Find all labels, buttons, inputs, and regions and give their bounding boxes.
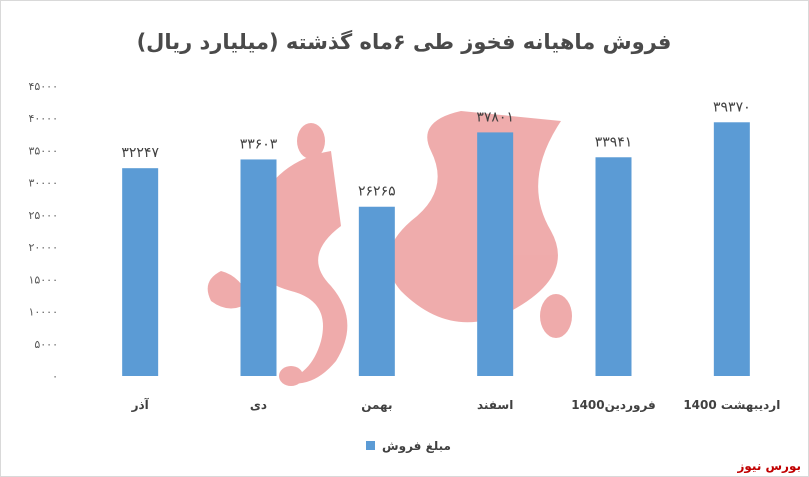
y-tick-label: ۱۰۰۰۰ — [28, 306, 58, 319]
y-tick-label: ۵۰۰۰ — [34, 338, 58, 351]
watermark-text: بورس نیوز — [736, 459, 801, 474]
y-tick-label: ۳۰۰۰۰ — [28, 177, 58, 190]
bar — [240, 159, 277, 376]
y-tick-label: ۱۵۰۰۰ — [28, 273, 58, 286]
chart-title: فروش ماهیانه فخوز طی ۶ماه گذشته (میلیارد… — [137, 29, 672, 54]
bars — [122, 122, 750, 376]
data-label: ۳۷۸۰۱ — [476, 109, 514, 125]
x-tick-label: فروردین1400 — [571, 398, 656, 413]
bar — [595, 157, 632, 376]
bar — [477, 132, 514, 376]
y-tick-label: ۴۰۰۰۰ — [28, 112, 58, 125]
x-tick-label: بهمن — [361, 398, 392, 412]
y-tick-label: ۲۵۰۰۰ — [28, 209, 58, 222]
y-tick-label: ۴۵۰۰۰ — [28, 80, 58, 93]
x-tick-label: اسفند — [477, 398, 513, 412]
x-tick-label: دی — [250, 398, 267, 412]
y-axis-ticks: ۰ ۵۰۰۰ ۱۰۰۰۰ ۱۵۰۰۰ ۲۰۰۰۰ ۲۵۰۰۰ ۳۰۰۰۰ ۳۵۰۰۰ ۴۰۰۰۰… — [28, 80, 58, 383]
legend: مبلغ فروش — [366, 439, 451, 454]
y-tick-label: ۳۵۰۰۰ — [28, 144, 58, 157]
data-label: ۳۳۹۴۱ — [595, 134, 633, 150]
y-tick-label: ۰ — [52, 370, 58, 383]
data-labels: ۳۲۲۴۷ ۳۳۶۰۳ ۲۶۲۶۵ ۳۷۸۰۱ ۳۳۹۴۱ ۳۹۳۷۰ — [121, 99, 750, 199]
data-label: ۳۹۳۷۰ — [713, 99, 751, 115]
x-tick-label: اردیبهشت 1400 — [683, 398, 780, 412]
bar — [122, 168, 159, 376]
x-axis-ticks: آذر دی بهمن اسفند فروردین1400 اردیبهشت 1400 — [131, 397, 781, 413]
x-tick-label: آذر — [131, 397, 150, 412]
data-label: ۲۶۲۶۵ — [358, 184, 396, 200]
bar — [713, 122, 750, 376]
data-label: ۳۳۶۰۳ — [240, 136, 278, 152]
y-tick-label: ۲۰۰۰۰ — [28, 241, 58, 254]
legend-swatch — [366, 441, 375, 450]
data-label: ۳۲۲۴۷ — [121, 145, 159, 161]
legend-label: مبلغ فروش — [382, 439, 451, 454]
bar — [358, 206, 395, 376]
